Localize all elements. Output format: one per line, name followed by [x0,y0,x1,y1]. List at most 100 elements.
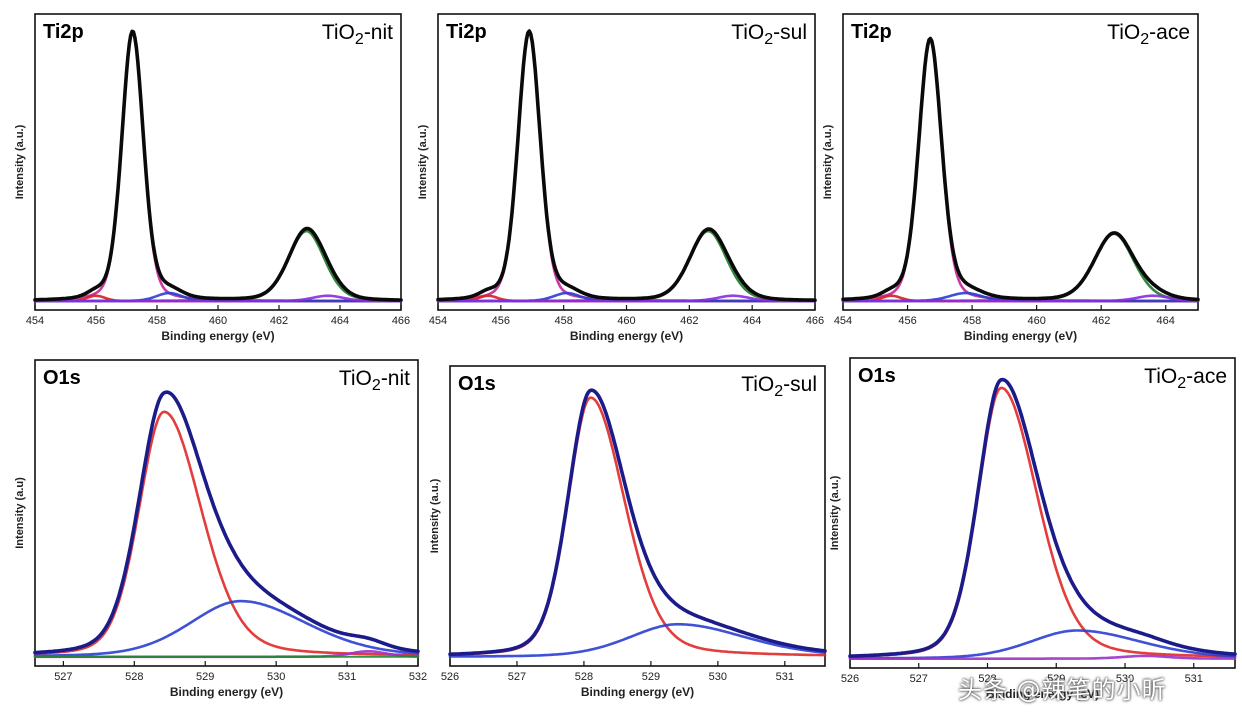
x-tick-label: 454 [429,315,447,327]
x-tick-label: 531 [338,671,356,683]
panel-tag: Ti2p [851,21,892,43]
x-tick-label: 530 [267,671,285,683]
x-tick-label: 460 [1027,315,1045,327]
x-axis-label: Binding energy (eV) [170,685,283,699]
panel-title: TiO2-sul [731,21,807,48]
x-tick-label: 530 [1116,673,1134,685]
panel-title: TiO2-nit [322,21,393,48]
chart-panel-1: 454 456 458 460 462 464 466 Binding energy (eV)… [14,13,410,343]
title-subscript: 2 [1140,31,1149,48]
x-tick-label: 526 [441,671,459,683]
x-tick-label: 466 [806,315,824,327]
x-tick-label: 458 [963,315,981,327]
x-axis-label: Binding energy (eV) [161,329,274,343]
panel-tag: O1s [858,365,896,387]
title-part: -ace [1149,21,1190,44]
title-part: TiO [731,21,764,44]
panel-tag: O1s [458,373,496,395]
series-line-minor-purple [33,294,403,303]
x-tick-label: 527 [54,671,72,683]
x-tick-label: 464 [743,315,761,327]
x-tick-label: 454 [26,315,44,327]
x-tick-label: 458 [148,315,166,327]
x-tick-label: 462 [1092,315,1110,327]
plot-frame [34,359,419,667]
x-tick-label: 529 [642,671,660,683]
x-tick-label: 527 [910,673,928,685]
y-axis-label: Intensity (a.u.) [822,124,834,199]
series-line-envelope [33,29,403,302]
x-tick-label: 460 [209,315,227,327]
x-tick-label: 456 [898,315,916,327]
series-line-envelope [448,388,827,657]
y-axis-label: Intensity (a.u.) [829,475,841,550]
x-tick-label: 464 [1157,315,1175,327]
series-line-ti2p3-2-main [33,30,403,303]
series-line-envelope [841,36,1200,302]
x-tick-label: 454 [834,315,852,327]
title-part: -sul [773,21,807,44]
x-tick-label: 526 [841,673,859,685]
x-tick-label: 531 [1185,673,1203,685]
x-tick-label: 528 [575,671,593,683]
x-tick-label: 462 [680,315,698,327]
title-part: TiO [1144,365,1177,388]
panel-title: TiO2-nit [339,367,410,394]
plot-frame [449,365,826,667]
series-line-minor-purple [841,294,1200,303]
series-line-surface-oh [33,599,420,658]
x-tick-label: 456 [492,315,510,327]
panel-tag: O1s [43,367,81,389]
series-line-minor-purple [436,294,817,303]
y-axis-label: Intensity (a.u.) [429,478,441,553]
x-tick-label: 529 [196,671,214,683]
y-axis-label: Intensity (a.u) [14,477,26,549]
y-axis-label: Intensity (a.u.) [417,124,429,199]
title-part: -nit [381,367,410,390]
title-part: TiO [741,373,774,396]
title-subscript: 2 [355,31,364,48]
chart-panel-4: 527 528 529 530 531 532 Binding energy (eV) Int… [14,359,427,699]
x-tick-label: 464 [331,315,349,327]
series-line-surface-oh [448,622,827,658]
x-axis-label: Binding energy (eV) [581,685,694,699]
chart-panel-2: 454 456 458 460 462 464 466 Binding energy (eV)… [417,13,824,343]
series-line-ti2p3-2-main [841,38,1200,303]
x-tick-label: 466 [392,315,410,327]
x-axis-label: Binding energy (eV) [964,329,1077,343]
x-tick-label: 460 [617,315,635,327]
x-tick-label: 462 [270,315,288,327]
chart-panel-6: 526 527 528 529 530 531 Binding energy (eV) Int… [829,357,1237,701]
x-tick-label: 528 [125,671,143,683]
title-subscript: 2 [1177,375,1186,392]
title-subscript: 2 [372,377,381,394]
panel-tag: Ti2p [446,21,487,43]
title-part: TiO [1107,21,1140,44]
x-tick-label: 531 [776,671,794,683]
panel-title: TiO2-sul [741,373,817,400]
plot-frame [437,13,816,311]
y-axis-label: Intensity (a.u.) [14,124,26,199]
x-axis-label: Binding energy (eV) [570,329,683,343]
title-part: -nit [364,21,393,44]
series-line-lattice-o [848,386,1237,658]
x-tick-label: 532 [409,671,427,683]
x-tick-label: 527 [508,671,526,683]
title-part: TiO [339,367,372,390]
series-line-envelope [436,29,817,303]
x-tick-label: 528 [978,673,996,685]
series-line-envelope [848,377,1237,658]
title-subscript: 2 [774,383,783,400]
title-part: -sul [783,373,817,396]
chart-panel-3: 454 456 458 460 462 464 Binding energy (eV) Int… [822,13,1200,343]
title-part: -ace [1186,365,1227,388]
plot-frame [849,357,1236,669]
x-tick-label: 456 [87,315,105,327]
panel-title: TiO2-ace [1107,21,1190,48]
series-line-ti2p3-2-main [436,30,817,303]
series-line-envelope [33,390,420,655]
x-tick-label: 458 [554,315,572,327]
x-axis-label: Binding energy (eV) [986,687,1099,701]
plot-frame [34,13,402,311]
